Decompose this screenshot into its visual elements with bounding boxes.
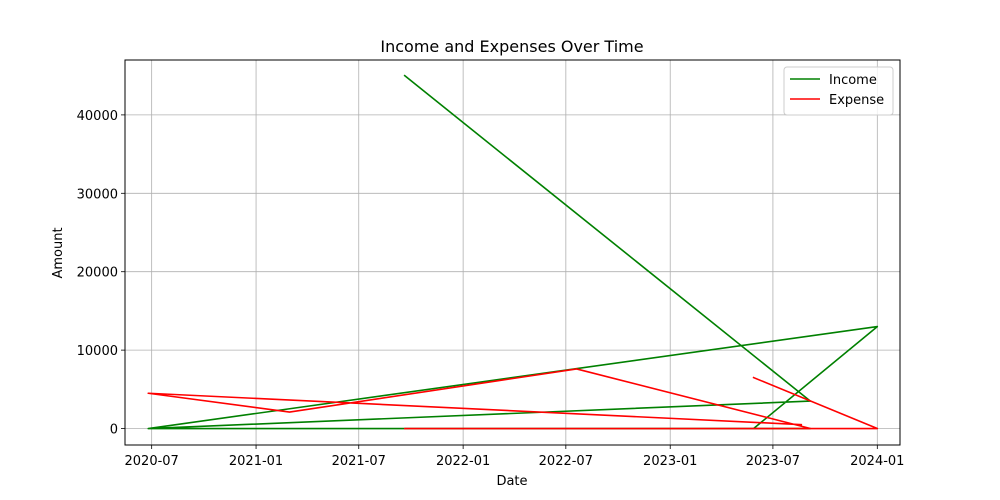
series-line-expense: [147, 368, 879, 430]
series-layer: [147, 74, 879, 430]
x-tick-label: 2021-01: [229, 454, 283, 469]
x-tick-label: 2023-01: [643, 454, 697, 469]
x-tick-label: 2022-07: [539, 454, 593, 469]
x-tick-label: 2023-07: [746, 454, 800, 469]
legend: Income Expense: [783, 66, 894, 116]
y-tick-label: 0: [110, 423, 118, 438]
legend-label-income: Income: [829, 73, 877, 88]
x-tick-label: 2021-07: [332, 454, 386, 469]
plot-frame: [124, 59, 901, 446]
x-tick-label: 2020-07: [125, 454, 179, 469]
y-tick-label: 20000: [77, 266, 118, 281]
x-tick-label: 2022-01: [436, 454, 490, 469]
y-tick-label: 30000: [77, 187, 118, 202]
x-axis-ticks: 2020-07 2021-01 2021-07 2022-01 2022-07 2023-…: [125, 445, 904, 469]
x-tick-label: 2024-01: [850, 454, 904, 469]
y-axis-ticks: 0 10000 20000 30000 40000: [77, 109, 125, 438]
legend-label-expense: Expense: [829, 93, 884, 108]
y-axis-title: Amount: [51, 227, 66, 278]
y-tick-label: 10000: [77, 344, 118, 359]
chart-title: Income and Expenses Over Time: [380, 37, 643, 56]
x-axis-title: Date: [496, 474, 527, 489]
y-tick-label: 40000: [77, 109, 118, 124]
